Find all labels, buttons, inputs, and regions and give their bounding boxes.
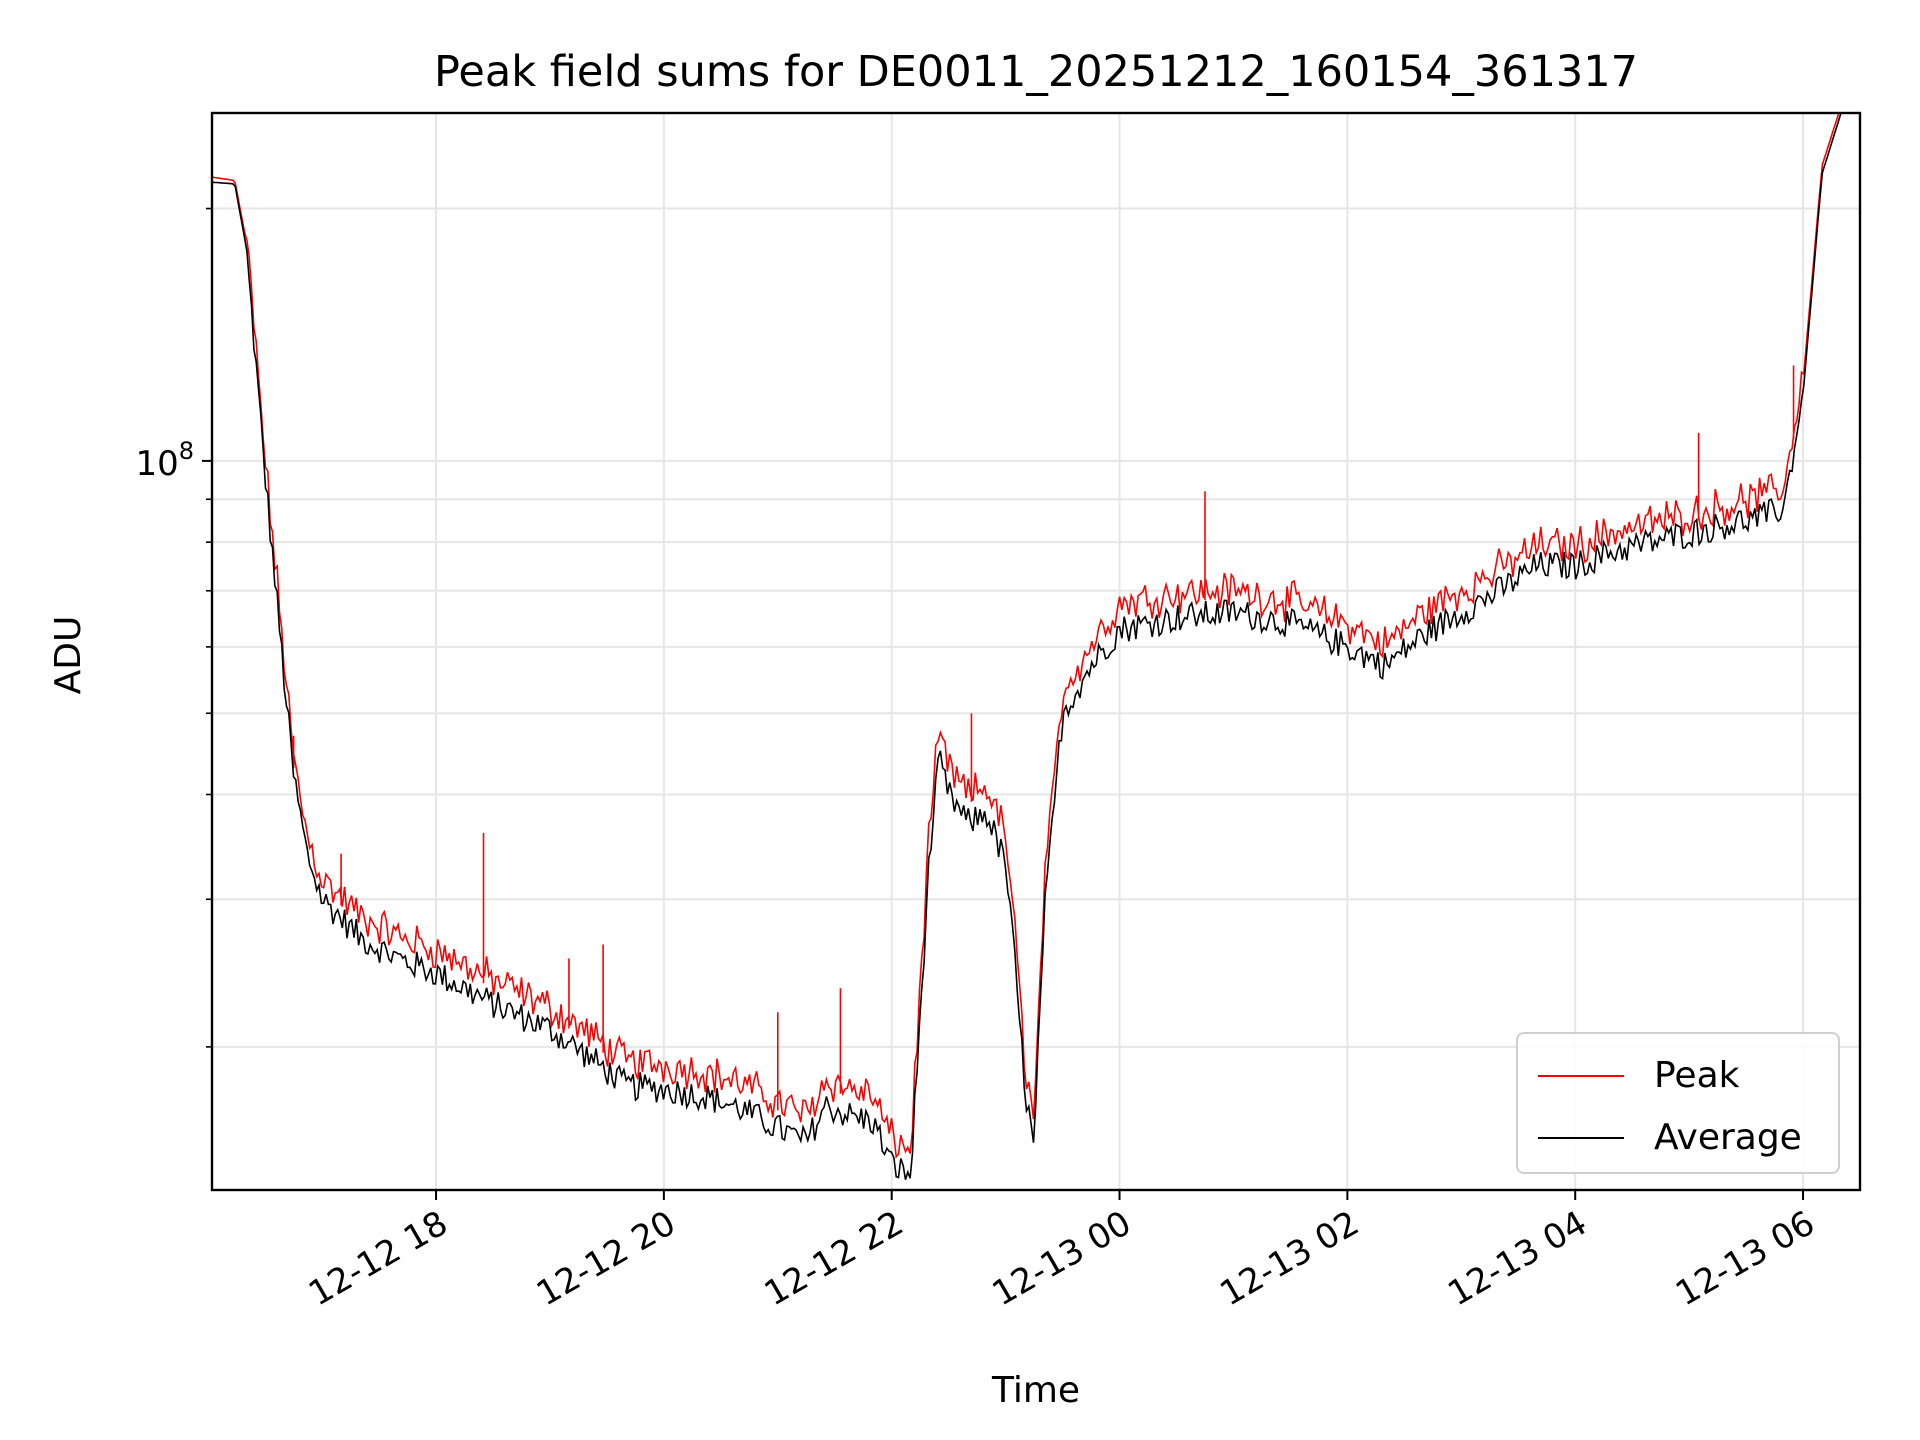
y-axis-label: ADU <box>48 616 89 695</box>
x-tick-label: 12-13 06 <box>1669 1203 1821 1314</box>
legend-item-average: Average <box>1518 1118 1838 1158</box>
legend-label-peak: Peak <box>1654 1055 1740 1096</box>
chart-title: Peak field sums for DE0011_20251212_1601… <box>434 47 1638 97</box>
legend-label-average: Average <box>1654 1117 1802 1158</box>
series-layer <box>211 112 1842 1180</box>
x-tick-label: 12-13 04 <box>1441 1203 1593 1314</box>
y-tick-label: 108 <box>135 437 194 484</box>
plot-frame <box>210 111 1862 1192</box>
x-tick-label: 12-12 18 <box>302 1203 454 1314</box>
legend: Peak Average <box>1516 1032 1840 1174</box>
legend-swatch-peak <box>1538 1075 1624 1077</box>
y-axis-ticks: 108 <box>135 207 212 1048</box>
x-tick-label: 12-13 00 <box>986 1203 1138 1314</box>
grid-lines <box>212 113 1860 1190</box>
legend-swatch-average <box>1538 1137 1624 1139</box>
x-axis-label: Time <box>991 1370 1080 1411</box>
x-tick-label: 12-12 20 <box>530 1203 682 1314</box>
legend-item-peak: Peak <box>1518 1056 1838 1096</box>
series-peak-line <box>211 112 1842 1159</box>
x-tick-label: 12-13 02 <box>1213 1203 1365 1314</box>
x-tick-label: 12-12 22 <box>758 1203 910 1314</box>
series-average-line <box>211 112 1842 1180</box>
x-axis-ticks: 12-12 18 12-12 20 12-12 22 12-13 00 12-13 02… <box>302 1190 1822 1314</box>
